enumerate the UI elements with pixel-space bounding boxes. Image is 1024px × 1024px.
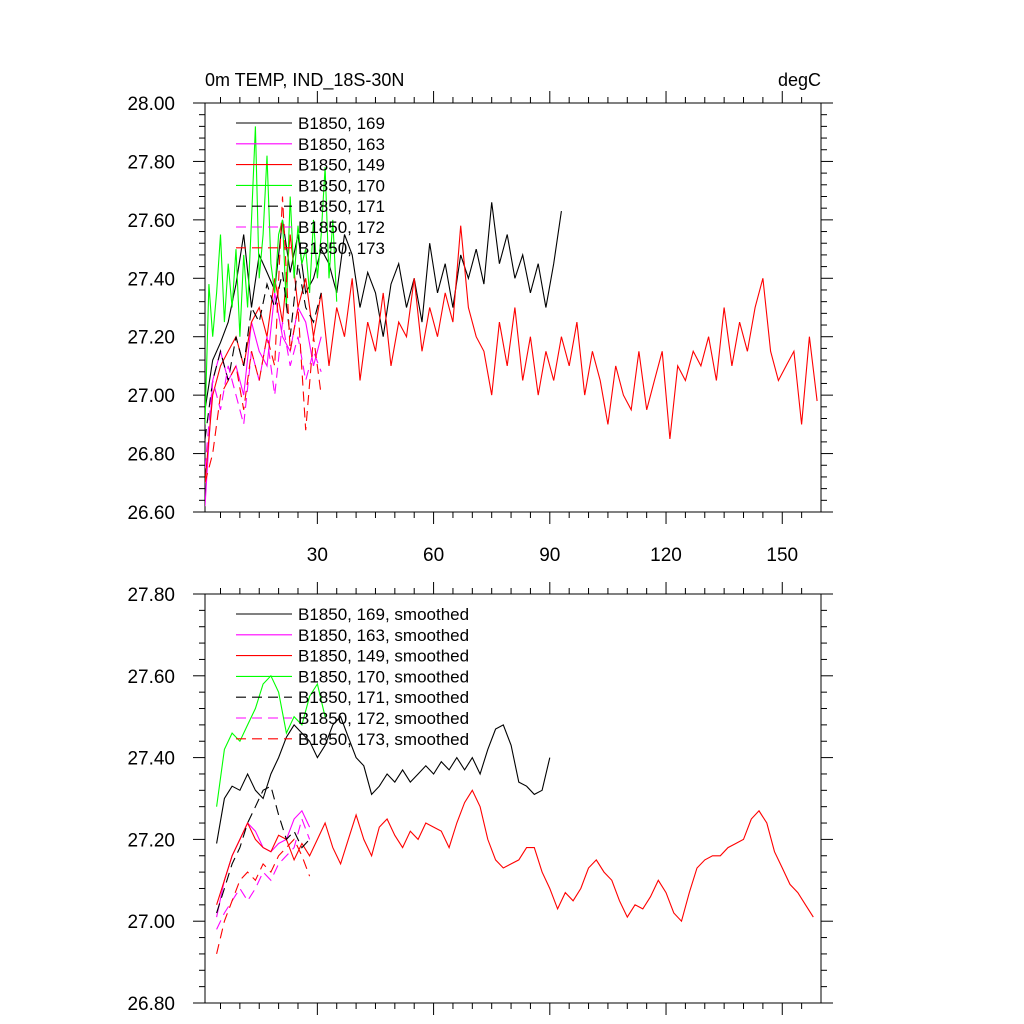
- legend-label: B1850, 171, smoothed: [298, 688, 469, 707]
- legend: B1850, 169, smoothed B1850, 163, smoothed…: [236, 605, 469, 749]
- legend-label: B1850, 169, smoothed: [298, 605, 469, 624]
- legend-label: B1850, 171: [298, 197, 385, 216]
- x-tick-label: 90: [539, 545, 560, 566]
- x-tick-label: 150: [766, 545, 798, 566]
- legend-label: B1850, 170: [298, 176, 385, 195]
- y-tick-label: 27.80: [127, 152, 175, 173]
- y-tick-label: 26.60: [127, 503, 175, 524]
- y-tick-label: 27.20: [127, 830, 175, 851]
- y-tick-label: 27.60: [127, 211, 175, 232]
- plot-frame: [204, 593, 822, 1004]
- y-tick-label: 28.00: [127, 94, 175, 115]
- series-line: [216, 785, 311, 914]
- legend-label: B1850, 172, smoothed: [298, 709, 469, 728]
- series-line: [216, 838, 311, 955]
- legend-label: B1850, 173, smoothed: [298, 730, 469, 749]
- legend-label: B1850, 173: [298, 239, 385, 258]
- series-line: [216, 674, 326, 807]
- y-tick-label: 27.00: [127, 912, 175, 933]
- y-tick-label: 27.20: [127, 328, 175, 349]
- plot-frame: [204, 102, 822, 513]
- x-tick-label: 60: [423, 545, 444, 566]
- series-line: [205, 202, 562, 410]
- legend-label: B1850, 172: [298, 218, 385, 237]
- series-line: [205, 263, 322, 440]
- y-tick-label: 26.80: [127, 445, 175, 466]
- series-line: [205, 126, 338, 425]
- top-panel: 26.60 26.80 27.00 27.20 27.40 27.60 27.80 28.00…: [127, 91, 833, 566]
- chart-title: 0m TEMP, IND_18S-30N: [205, 70, 404, 91]
- legend-label: B1850, 163, smoothed: [298, 626, 469, 645]
- series-line: [216, 789, 814, 923]
- series-line: [216, 715, 551, 844]
- legend-label: B1850, 149, smoothed: [298, 647, 469, 666]
- x-tick-label: 120: [650, 545, 682, 566]
- series-group: [216, 674, 814, 955]
- legend-label: B1850, 170, smoothed: [298, 667, 469, 686]
- y-tick-label: 26.80: [127, 994, 175, 1015]
- series-line: [205, 225, 818, 483]
- legend-label: B1850, 163: [298, 135, 385, 154]
- y-tick-label: 27.40: [127, 269, 175, 290]
- y-tick-label: 27.60: [127, 667, 175, 688]
- y-tick-label: 27.80: [127, 585, 175, 606]
- x-tick-label: 30: [307, 545, 328, 566]
- y-tick-label: 27.00: [127, 386, 175, 407]
- series-line: [205, 322, 322, 469]
- legend-label: B1850, 149: [298, 156, 385, 175]
- y-tick-label: 27.40: [127, 749, 175, 770]
- legend-label: B1850, 169: [298, 114, 385, 133]
- series-line: [205, 196, 322, 483]
- bottom-panel: 26.80 27.00 27.20 27.40 27.60 27.80 B1850, 169…: [127, 582, 833, 1015]
- series-group: [205, 126, 818, 507]
- units-label: degC: [778, 70, 821, 90]
